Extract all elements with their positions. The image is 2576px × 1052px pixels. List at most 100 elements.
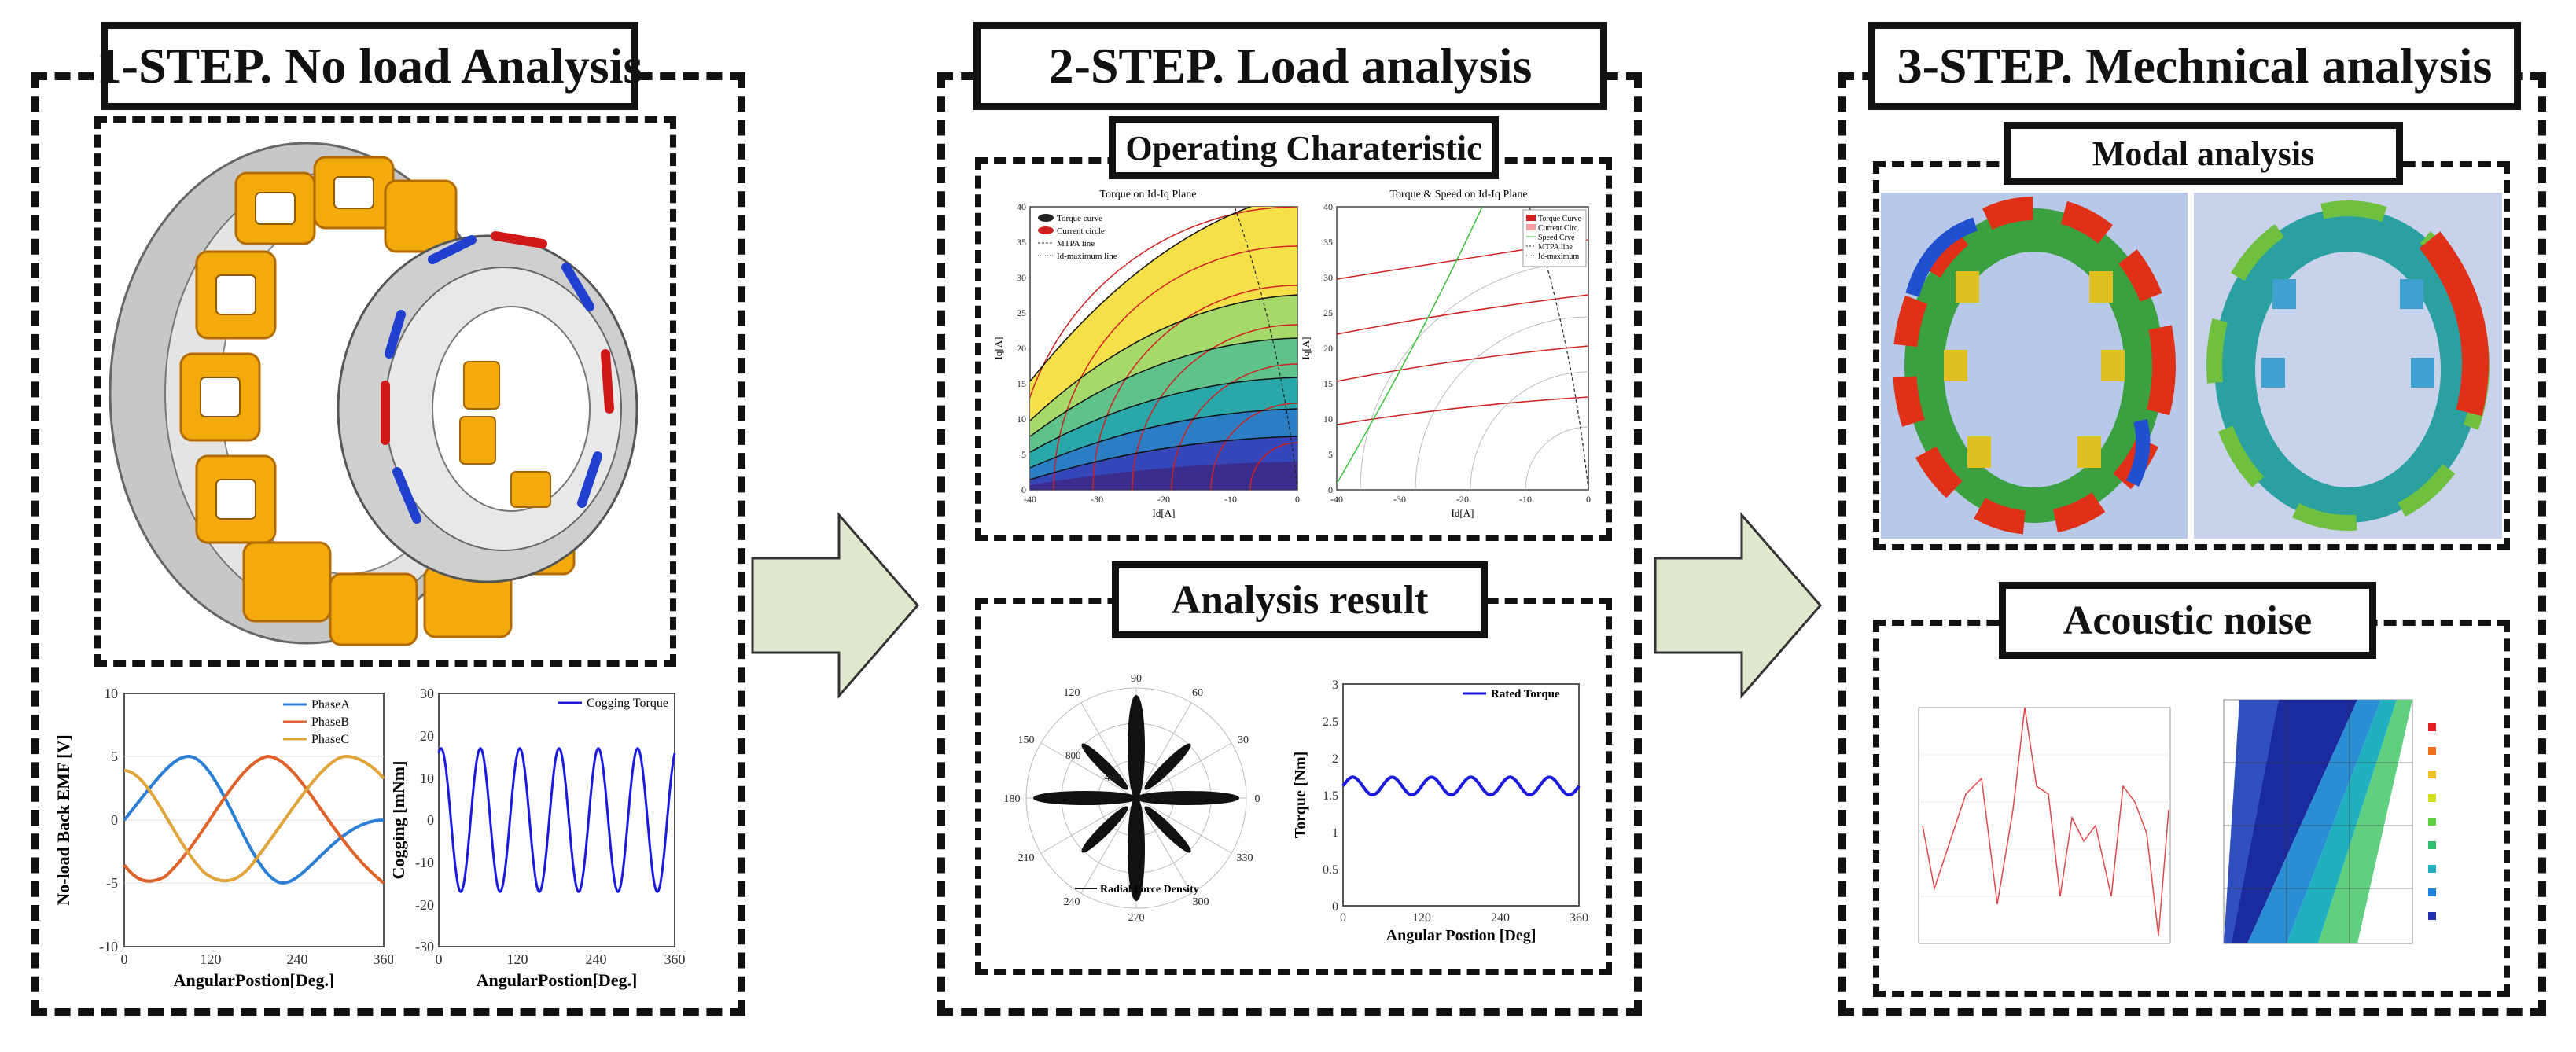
emf-ytick-labels: 10 5 0 -5 -10 bbox=[99, 686, 118, 955]
operating-characteristic-title: Operating Charateristic bbox=[1109, 116, 1499, 179]
polar-angle-label: 330 bbox=[1237, 852, 1253, 864]
cog-ytick: 30 bbox=[420, 686, 434, 701]
torque-ytick: 1 bbox=[1332, 826, 1338, 840]
emf-xlabel: AngularPostion[Deg.] bbox=[174, 970, 335, 990]
step1-title: 1-STEP. No load Analysis bbox=[97, 22, 642, 110]
map1-ytick: 5 bbox=[1021, 449, 1026, 460]
map1-ytick: 30 bbox=[1017, 272, 1026, 283]
torque-ytick: 1.5 bbox=[1323, 789, 1338, 803]
map1-legend: Torque curve Current circle MTPA line Id… bbox=[1033, 210, 1126, 265]
emf-ytick: -5 bbox=[106, 875, 118, 891]
torque-ytick: 2 bbox=[1332, 752, 1338, 766]
torque-ytick: 0 bbox=[1332, 900, 1338, 914]
map1-title: Torque on Id-Iq Plane bbox=[1099, 189, 1196, 200]
map2-ytick: 20 bbox=[1323, 343, 1333, 354]
map1-ytick: 35 bbox=[1017, 237, 1026, 248]
campbell-colorbar bbox=[2428, 723, 2436, 920]
map2-ytick: 30 bbox=[1323, 272, 1333, 283]
map2-ytick: 15 bbox=[1323, 378, 1333, 389]
motor-3d-frame bbox=[94, 116, 676, 667]
modal-shape-image-2 bbox=[2194, 193, 2502, 539]
emf-ytick: 10 bbox=[104, 686, 118, 701]
cog-xlabel: AngularPostion[Deg.] bbox=[477, 970, 638, 990]
map2-xtick: 0 bbox=[1586, 494, 1591, 505]
polar-angle-label: 300 bbox=[1193, 896, 1209, 908]
emf-xtick: 360 bbox=[374, 951, 394, 967]
emf-xtick: 240 bbox=[287, 951, 308, 967]
map1-legend-item: Torque curve bbox=[1057, 214, 1102, 223]
polar-radius-label: 800 bbox=[1065, 749, 1081, 761]
map2-xlabel: Id[A] bbox=[1452, 507, 1474, 519]
acoustic-noise-title: Acoustic noise bbox=[1999, 582, 2376, 659]
map1-xlabel: Id[A] bbox=[1153, 507, 1176, 519]
polar-angle-label: 180 bbox=[1004, 793, 1021, 805]
acoustic-noise-line bbox=[1922, 707, 2169, 936]
torque-xtick: 360 bbox=[1570, 911, 1588, 925]
map1-legend-item: Id-maximum line bbox=[1057, 252, 1117, 261]
emf-legend-phaseB: PhaseB bbox=[311, 715, 349, 729]
map2-ylabel: Iq[A] bbox=[1300, 337, 1312, 360]
acoustic-noise-line-chart bbox=[1918, 707, 2171, 944]
emf-phaseC-line bbox=[123, 754, 385, 883]
map1-xtick: -30 bbox=[1091, 494, 1103, 505]
cog-ylabel: Cogging [mNm] bbox=[393, 761, 408, 880]
torque-ylabel: Torque [Nm] bbox=[1292, 752, 1309, 839]
polar-angle-label: 90 bbox=[1131, 673, 1142, 685]
emf-ytick: -10 bbox=[99, 939, 118, 955]
radial-force-polar-chart: 90 60 30 0 330 300 270 240 210 180 150 1… bbox=[1004, 673, 1260, 924]
map2-ytick: 35 bbox=[1323, 237, 1333, 248]
torque-xtick: 240 bbox=[1491, 911, 1510, 925]
torque-speed-map-chart: Torque & Speed on Id-Iq Plane 40 35 30 2… bbox=[1300, 189, 1591, 519]
emf-legend-phaseC: PhaseC bbox=[311, 733, 349, 746]
map1-legend-item: MTPA line bbox=[1057, 239, 1095, 248]
emf-ylabel: No-load Back EMF [V] bbox=[53, 734, 73, 905]
cog-xtick: 0 bbox=[436, 951, 443, 967]
map1-xtick: -20 bbox=[1157, 494, 1170, 505]
cog-ytick: -10 bbox=[415, 855, 434, 870]
polar-angle-label: 150 bbox=[1018, 734, 1035, 746]
polar-angle-label: 60 bbox=[1192, 687, 1203, 699]
map2-xtick: -10 bbox=[1519, 494, 1532, 505]
map1-ytick: 15 bbox=[1017, 378, 1026, 389]
emf-ytick: 0 bbox=[111, 812, 118, 828]
rated-torque-line bbox=[1341, 775, 1581, 797]
map2-xtick: -30 bbox=[1393, 494, 1406, 505]
motor-3d-model bbox=[109, 142, 638, 646]
map2-legend-item: MTPA line bbox=[1538, 243, 1573, 252]
map2-legend-item: Current Circ bbox=[1538, 224, 1578, 233]
emf-ytick: 5 bbox=[111, 749, 118, 764]
cog-xtick: 120 bbox=[507, 951, 528, 967]
map2-legend-item: Id-maximum bbox=[1538, 252, 1579, 261]
map1-xtick: -40 bbox=[1024, 494, 1036, 505]
torque-ytick: 3 bbox=[1332, 679, 1338, 692]
map2-title: Torque & Speed on Id-Iq Plane bbox=[1389, 189, 1527, 200]
step3-title: 3-STEP. Mechnical analysis bbox=[1868, 22, 2521, 110]
map1-ytick: 25 bbox=[1017, 307, 1026, 318]
arrow-step2-to-step3 bbox=[1654, 511, 1822, 700]
map1-ytick: 0 bbox=[1021, 484, 1026, 495]
polar-angle-label: 240 bbox=[1064, 896, 1080, 908]
torque-map-chart: Torque on Id-Iq Plane 40 35 30 25 20 15 … bbox=[992, 189, 1300, 519]
map1-ytick: 10 bbox=[1017, 414, 1026, 425]
back-emf-chart: 10 5 0 -5 -10 0 120 240 360 AngularPosti… bbox=[53, 686, 394, 990]
map1-legend-item: Current circle bbox=[1057, 226, 1105, 236]
polar-angle-label: 270 bbox=[1128, 912, 1145, 924]
map1-xtick: -10 bbox=[1224, 494, 1237, 505]
torque-ytick: 2.5 bbox=[1323, 715, 1338, 729]
map1-ytick: 20 bbox=[1017, 343, 1026, 354]
polar-angle-label: 30 bbox=[1238, 734, 1249, 746]
polar-radius-label: 480 bbox=[1105, 771, 1121, 783]
cog-xtick: 360 bbox=[664, 951, 686, 967]
cog-ytick: 20 bbox=[420, 728, 434, 744]
map1-xtick: 0 bbox=[1295, 494, 1300, 505]
polar-legend: Radial Force Density bbox=[1100, 884, 1199, 896]
polar-angle-label: 120 bbox=[1064, 687, 1080, 699]
analysis-result-title: Analysis result bbox=[1112, 561, 1488, 638]
emf-xtick: 120 bbox=[201, 951, 222, 967]
torque-xlabel: Angular Postion [Deg] bbox=[1386, 927, 1536, 944]
modal-shape-image-1 bbox=[1881, 193, 2188, 539]
polar-angle-label: 210 bbox=[1018, 852, 1035, 864]
map2-ytick: 40 bbox=[1323, 201, 1333, 212]
cogging-torque-chart: 30 20 10 0 -10 -20 -30 0 120 240 360 Ang… bbox=[393, 686, 686, 990]
torque-legend: Rated Torque bbox=[1491, 688, 1560, 701]
